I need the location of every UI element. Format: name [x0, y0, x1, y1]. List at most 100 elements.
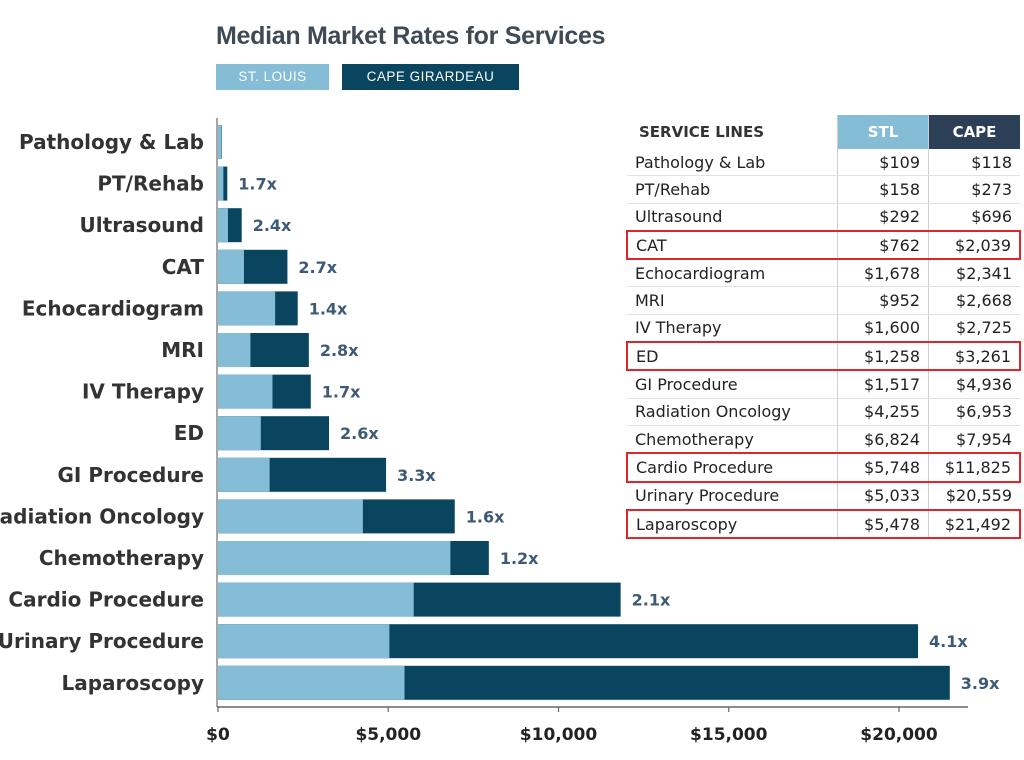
table-row: Laparoscopy $5,478 $21,492: [626, 508, 1021, 540]
table-row: MRI $952 $2,668: [627, 286, 1020, 315]
category-label: Ultrasound: [80, 213, 204, 237]
stl-value-cell: $4,255: [837, 398, 929, 426]
service-rates-table: SERVICE LINES STL CAPE Pathology & Lab $1…: [626, 115, 1021, 540]
stl-value-cell: $762: [837, 229, 929, 261]
table-row: ED $1,258 $3,261: [626, 341, 1021, 372]
cape-value-cell: $2,341: [928, 259, 1020, 288]
service-cell: Ultrasound: [627, 203, 838, 232]
service-cell: Urinary Procedure: [627, 481, 838, 511]
column-header-stl: STL: [837, 115, 929, 149]
chart-title: Median Market Rates for Services: [216, 22, 606, 50]
ratio-label: 1.7x: [322, 383, 361, 402]
ratio-label: 2.8x: [320, 341, 359, 360]
category-label: Radiation Oncology: [0, 504, 204, 528]
cape-value-cell: $11,825: [928, 452, 1021, 483]
bar-st-louis: [218, 333, 251, 367]
x-tick-label: $20,000: [860, 725, 938, 745]
service-cell: ED: [626, 341, 838, 372]
x-tick-label: $10,000: [520, 725, 598, 745]
bar-st-louis: [218, 665, 405, 700]
service-cell: MRI: [627, 286, 838, 315]
cape-value-cell: $118: [928, 149, 1020, 177]
bar-st-louis: [218, 208, 228, 243]
service-cell: Laparoscopy: [626, 508, 838, 540]
bar-st-louis: [218, 166, 224, 201]
bar-st-louis: [218, 457, 270, 492]
bar-st-louis: [218, 291, 276, 326]
category-label: Chemotherapy: [39, 546, 204, 570]
legend-item-cape-girardeau: CAPE GIRARDEAU: [342, 64, 519, 90]
ratio-label: 2.6x: [340, 424, 379, 443]
stl-value-cell: $1,678: [837, 259, 929, 288]
ratio-label: 1.7x: [238, 175, 277, 194]
table-row: CAT $762 $2,039: [626, 229, 1021, 261]
ratio-label: 3.9x: [961, 674, 1000, 693]
service-cell: Radiation Oncology: [627, 398, 838, 426]
category-label: MRI: [161, 338, 204, 362]
bar-st-louis: [218, 416, 261, 451]
bar-st-louis: [218, 249, 244, 284]
bar-st-louis: [218, 499, 363, 534]
bar-st-louis: [218, 582, 414, 617]
category-label: Laparoscopy: [61, 671, 204, 695]
stl-value-cell: $1,600: [837, 314, 929, 343]
cape-value-cell: $3,261: [928, 341, 1021, 372]
cape-value-cell: $21,492: [928, 508, 1021, 540]
stl-value-cell: $1,517: [837, 370, 929, 399]
service-cell: PT/Rehab: [627, 175, 838, 204]
bar-st-louis: [218, 125, 222, 159]
category-label: ED: [174, 421, 204, 445]
ratio-label: 2.1x: [632, 591, 671, 610]
ratio-label: 1.6x: [466, 507, 505, 526]
table-row: Pathology & Lab $109 $118: [627, 149, 1020, 177]
service-cell: Echocardiogram: [627, 259, 838, 288]
stl-value-cell: $5,478: [837, 508, 929, 540]
service-cell: Pathology & Lab: [627, 149, 838, 177]
table-row: PT/Rehab $158 $273: [627, 175, 1020, 204]
ratio-label: 2.4x: [253, 216, 292, 235]
cape-value-cell: $6,953: [928, 398, 1020, 426]
table-row: Radiation Oncology $4,255 $6,953: [627, 398, 1020, 426]
stl-value-cell: $1,258: [837, 341, 929, 372]
table-row: Chemotherapy $6,824 $7,954: [627, 425, 1020, 454]
cape-value-cell: $7,954: [928, 425, 1020, 454]
service-cell: IV Therapy: [627, 314, 838, 343]
cape-value-cell: $2,668: [928, 286, 1020, 315]
category-label: Echocardiogram: [22, 296, 204, 320]
bar-st-louis: [218, 541, 451, 575]
x-tick-label: $0: [206, 725, 230, 745]
category-label: IV Therapy: [82, 380, 204, 404]
bar-st-louis: [218, 624, 390, 659]
table-row: Echocardiogram $1,678 $2,341: [627, 259, 1020, 288]
bar-st-louis: [218, 374, 273, 409]
x-tick-label: $15,000: [690, 725, 768, 745]
category-label: GI Procedure: [58, 463, 204, 487]
stl-value-cell: $158: [837, 175, 929, 204]
category-label: PT/Rehab: [97, 172, 204, 196]
category-label: Urinary Procedure: [0, 629, 204, 653]
cape-value-cell: $4,936: [928, 370, 1020, 399]
ratio-label: 3.3x: [397, 466, 436, 485]
cape-value-cell: $696: [928, 203, 1020, 232]
ratio-label: 1.4x: [309, 299, 348, 318]
table-row: Ultrasound $292 $696: [627, 203, 1020, 232]
table-header-row: SERVICE LINES STL CAPE: [627, 115, 1020, 149]
stl-value-cell: $5,748: [837, 452, 929, 483]
ratio-label: 4.1x: [929, 632, 968, 651]
service-cell: GI Procedure: [627, 370, 838, 399]
column-header-service-lines: SERVICE LINES: [627, 115, 838, 149]
stl-value-cell: $292: [837, 203, 929, 232]
ratio-label: 2.7x: [298, 258, 337, 277]
ratio-label: 1.2x: [500, 549, 539, 568]
x-tick-label: $5,000: [355, 725, 421, 745]
stl-value-cell: $5,033: [837, 481, 929, 511]
cape-value-cell: $2,039: [928, 229, 1021, 261]
table-row: Cardio Procedure $5,748 $11,825: [626, 452, 1021, 483]
cape-value-cell: $2,725: [928, 314, 1020, 343]
legend-item-st-louis: ST. LOUIS: [216, 64, 329, 90]
table-row: Urinary Procedure $5,033 $20,559: [627, 481, 1020, 511]
stl-value-cell: $952: [837, 286, 929, 315]
cape-value-cell: $273: [928, 175, 1020, 204]
category-label: CAT: [162, 255, 205, 279]
